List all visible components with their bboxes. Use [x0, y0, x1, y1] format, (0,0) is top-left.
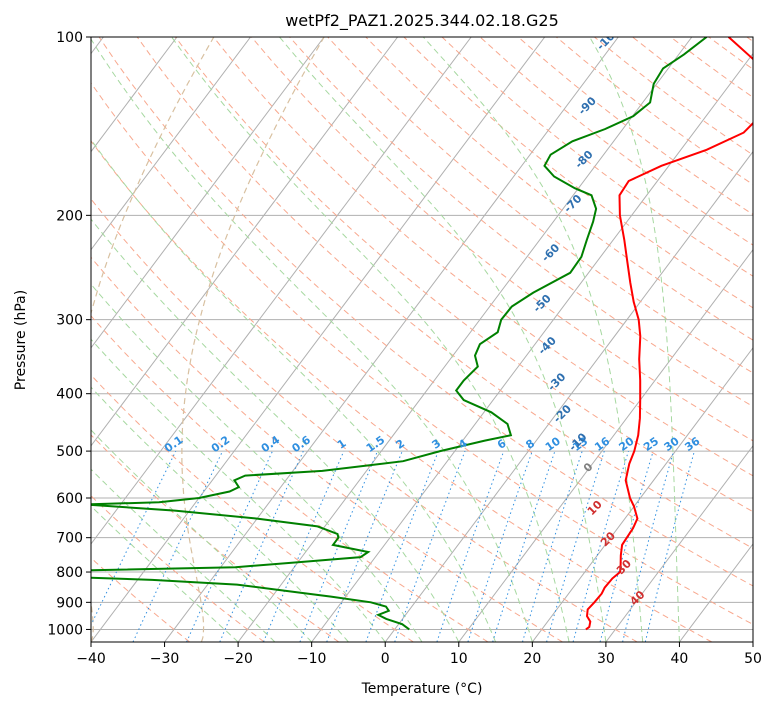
dry-adiabat: [403, 37, 753, 309]
moist-adiabat: [91, 505, 239, 642]
isotherm-gridline: [91, 37, 546, 642]
mixing-ratio-line: [572, 450, 629, 642]
mixing-ratio-line: [599, 450, 654, 642]
mixing-ratio-line: [365, 450, 439, 642]
x-tick-label: −30: [150, 651, 180, 667]
x-tick-label: −40: [76, 651, 106, 667]
isotherm-gridline: [605, 445, 753, 642]
isotherm-gridline: [384, 150, 753, 642]
moist-adiabat: [91, 429, 313, 642]
x-tick-label: 30: [597, 651, 615, 667]
series-layer: [91, 37, 753, 631]
dry-adiabat: [91, 198, 638, 642]
isotherm-gridline: [237, 37, 693, 642]
moist-adiabat: [91, 38, 533, 642]
y-tick-label: 700: [56, 531, 83, 547]
isotherm-gridline: [91, 37, 251, 251]
dry-adiabat: [213, 37, 753, 477]
isotherm-gridline: [91, 37, 399, 447]
axis-ticks-layer: −40 −30 −20 −10 0 10 20 30 40 50 100 200 300 400 500 60…: [47, 30, 762, 667]
reference-curve: [181, 37, 325, 642]
dry-adiabat: [174, 37, 753, 513]
y-tick-label: 1000: [47, 622, 83, 638]
y-tick-label: 200: [56, 208, 83, 224]
moist-adiabat: [91, 468, 276, 642]
x-tick-label: 0: [381, 651, 390, 667]
y-tick-label: 800: [56, 565, 83, 581]
moist-adiabat: [589, 37, 680, 642]
y-tick-label: 500: [56, 444, 83, 460]
dry-adiabat: [289, 37, 753, 408]
y-tick-label: 600: [56, 491, 83, 507]
isotherm-gridline: [531, 346, 753, 642]
moist-adiabat: [171, 37, 570, 642]
isotherm-gridline: [91, 37, 325, 349]
mixing-ratio-line: [326, 450, 403, 642]
y-tick-label: 300: [56, 313, 83, 329]
sounding-series-0: [585, 37, 753, 631]
plot-frame: [90, 36, 754, 643]
x-tick-label: −10: [297, 651, 327, 667]
dry-adiabat: [91, 256, 563, 642]
chart-title: wetPf2_PAZ1.2025.344.02.18.G25: [285, 11, 559, 31]
y-tick-label: 400: [56, 387, 83, 403]
x-tick-label: 40: [671, 651, 689, 667]
x-tick-label: 20: [523, 651, 541, 667]
y-tick-label: 100: [56, 30, 83, 46]
moist-adiabat: [91, 138, 497, 642]
moist-adiabat: [279, 37, 607, 642]
isotherm-gridline: [458, 248, 753, 642]
moist-adiabat: [91, 283, 423, 642]
mixing-ratio-line: [91, 450, 177, 627]
y-axis-label: Pressure (hPa): [13, 290, 29, 390]
x-tick-label: −20: [223, 651, 253, 667]
y-tick-label: 900: [56, 595, 83, 611]
isotherm-gridline: [91, 37, 178, 153]
mixing-ratio-line: [492, 450, 556, 642]
mixing-ratio-line: [546, 450, 605, 642]
mixing-ratio-line: [132, 450, 224, 642]
mixing-ratio-line: [467, 450, 533, 642]
dry-adiabat: [136, 37, 753, 549]
sounding-series-1: [91, 37, 708, 631]
isotherm-gridline: [91, 37, 472, 545]
dry-adiabat: [251, 37, 753, 442]
moist-adiabat: [91, 386, 349, 642]
mixing-ratio-line: [522, 450, 583, 642]
reference-curve: [91, 37, 215, 642]
isotherm-gridline: [164, 37, 619, 642]
x-tick-label: 10: [450, 651, 468, 667]
x-tick-label: 50: [744, 651, 762, 667]
moist-adiabat: [91, 338, 386, 642]
x-axis-label: Temperature (°C): [361, 681, 483, 697]
